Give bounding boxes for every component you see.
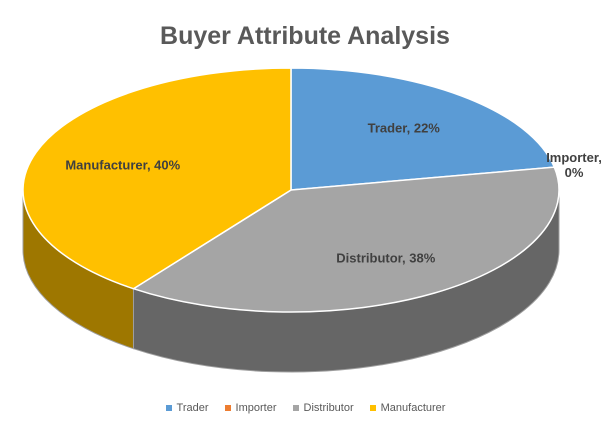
legend-swatch — [224, 405, 231, 411]
data-label: Importer, 0% — [546, 149, 602, 180]
slice — [131, 166, 560, 313]
legend-swatch — [369, 405, 376, 411]
slice — [290, 67, 556, 191]
legend-item: Trader — [165, 402, 209, 414]
legend-label: Distributor — [303, 402, 354, 414]
chart-title: Buyer Attribute Analysis — [160, 22, 450, 50]
legend-label: Manufacturer — [380, 402, 446, 414]
legend-swatch — [165, 405, 172, 411]
legend-swatch — [292, 405, 299, 411]
legend: Trader Importer Distributor Manufacturer — [0, 402, 611, 414]
legend-label: Trader — [176, 402, 209, 414]
legend-label: Importer — [235, 402, 277, 414]
legend-item: Importer — [224, 402, 277, 414]
data-label: Trader, 22% — [367, 120, 440, 136]
data-label: Manufacturer, 40% — [65, 157, 181, 173]
data-label: Distributor, 38% — [336, 250, 436, 266]
legend-item: Manufacturer — [369, 402, 446, 414]
slice — [22, 67, 292, 290]
legend-item: Distributor — [292, 402, 354, 414]
